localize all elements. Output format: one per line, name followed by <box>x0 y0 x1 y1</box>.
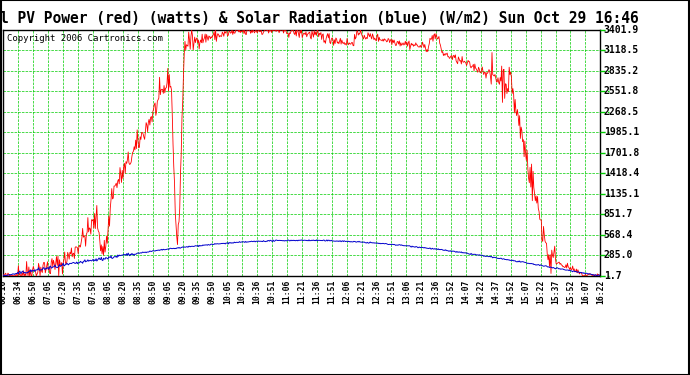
Text: 2835.2: 2835.2 <box>604 66 639 76</box>
Text: 11:36: 11:36 <box>313 279 322 304</box>
Text: 13:36: 13:36 <box>432 279 441 304</box>
Text: 3118.5: 3118.5 <box>604 45 639 56</box>
Text: 10:20: 10:20 <box>237 279 247 304</box>
Text: 06:50: 06:50 <box>29 279 38 304</box>
Text: 08:05: 08:05 <box>104 279 112 304</box>
Text: 11:06: 11:06 <box>282 279 291 304</box>
Text: 10:51: 10:51 <box>268 279 277 304</box>
Text: 10:05: 10:05 <box>223 279 232 304</box>
Text: 1135.1: 1135.1 <box>604 189 639 199</box>
Text: Copyright 2006 Cartronics.com: Copyright 2006 Cartronics.com <box>7 34 163 43</box>
Text: 13:06: 13:06 <box>402 279 411 304</box>
Text: 1701.8: 1701.8 <box>604 148 639 158</box>
Text: 06:16: 06:16 <box>0 279 8 304</box>
Text: 11:51: 11:51 <box>327 279 336 304</box>
Text: 851.7: 851.7 <box>604 209 633 219</box>
Text: 1.7: 1.7 <box>604 271 622 280</box>
Text: 2268.5: 2268.5 <box>604 107 639 117</box>
Text: 14:22: 14:22 <box>476 279 486 304</box>
Text: 12:06: 12:06 <box>342 279 351 304</box>
Text: 14:52: 14:52 <box>506 279 515 304</box>
Text: 15:22: 15:22 <box>536 279 545 304</box>
Text: 07:50: 07:50 <box>88 279 97 304</box>
Text: 13:21: 13:21 <box>417 279 426 304</box>
Text: 568.4: 568.4 <box>604 230 633 240</box>
Text: 12:21: 12:21 <box>357 279 366 304</box>
Text: 07:05: 07:05 <box>43 279 52 304</box>
Text: 13:52: 13:52 <box>446 279 455 304</box>
Text: 11:21: 11:21 <box>297 279 306 304</box>
Text: 09:20: 09:20 <box>178 279 187 304</box>
Text: 09:05: 09:05 <box>163 279 172 304</box>
Text: 15:07: 15:07 <box>521 279 530 304</box>
Text: 08:20: 08:20 <box>118 279 128 304</box>
Text: Total PV Power (red) (watts) & Solar Radiation (blue) (W/m2) Sun Oct 29 16:46: Total PV Power (red) (watts) & Solar Rad… <box>0 11 639 26</box>
Text: 15:37: 15:37 <box>551 279 560 304</box>
Text: 07:20: 07:20 <box>59 279 68 304</box>
Text: 10:36: 10:36 <box>253 279 262 304</box>
Text: 14:37: 14:37 <box>491 279 500 304</box>
Text: 06:34: 06:34 <box>14 279 23 304</box>
Text: 09:50: 09:50 <box>208 279 217 304</box>
Text: 08:50: 08:50 <box>148 279 157 304</box>
Text: 3401.9: 3401.9 <box>604 25 639 35</box>
Text: 16:07: 16:07 <box>581 279 590 304</box>
Text: 07:35: 07:35 <box>74 279 83 304</box>
Text: 1418.4: 1418.4 <box>604 168 639 178</box>
Text: 15:52: 15:52 <box>566 279 575 304</box>
Text: 285.0: 285.0 <box>604 250 633 260</box>
Text: 12:36: 12:36 <box>372 279 381 304</box>
Text: 2551.8: 2551.8 <box>604 86 639 96</box>
Text: 14:07: 14:07 <box>462 279 471 304</box>
Text: 09:35: 09:35 <box>193 279 202 304</box>
Text: 12:51: 12:51 <box>387 279 396 304</box>
Text: 16:22: 16:22 <box>595 279 605 304</box>
Text: 08:35: 08:35 <box>133 279 142 304</box>
Text: 1985.1: 1985.1 <box>604 128 639 137</box>
